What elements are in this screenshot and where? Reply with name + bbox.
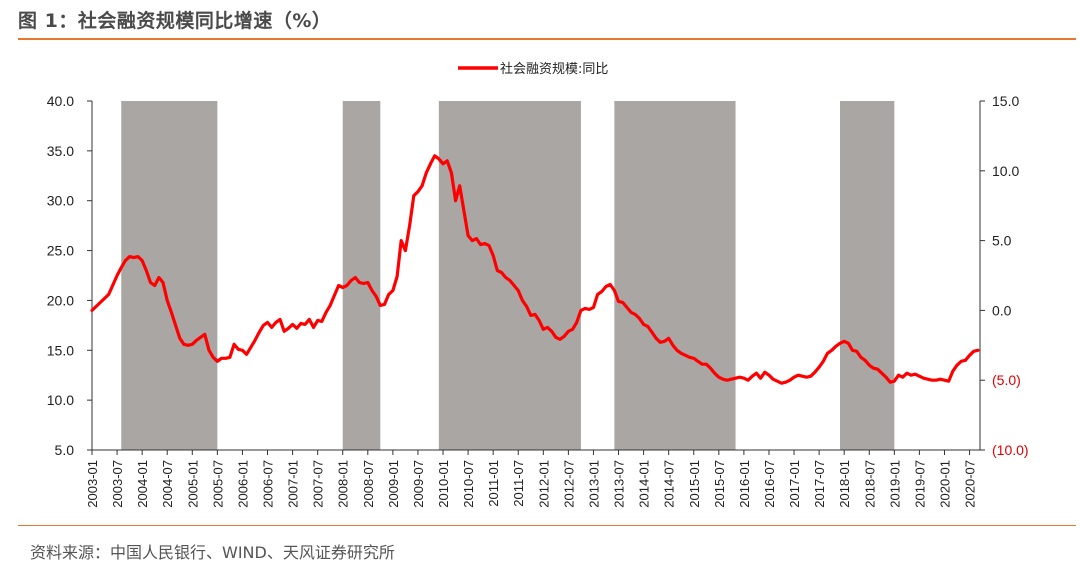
x-tick-label: 2013-07 xyxy=(612,460,627,508)
x-axis-ticks: 2003-01 2003-07 2004-01 2004-07 2005-01 2005-… xyxy=(85,450,978,508)
left-tick-label: 10.0 xyxy=(47,392,74,408)
x-tick-label: 2007-01 xyxy=(286,460,301,508)
axes xyxy=(91,101,981,451)
shaded-period-4 xyxy=(614,101,736,450)
x-tick-label: 2016-07 xyxy=(762,460,777,508)
x-tick-label: 2012-07 xyxy=(561,460,576,508)
x-tick-label: 2012-01 xyxy=(536,460,551,508)
x-tick-label: 2014-01 xyxy=(637,460,652,508)
x-tick-label: 2020-01 xyxy=(937,460,952,508)
shaded-period-1 xyxy=(121,101,218,450)
x-tick-label: 2016-01 xyxy=(737,460,752,508)
shaded-period-3 xyxy=(438,101,581,450)
left-tick-label: 20.0 xyxy=(47,292,74,308)
x-tick-label: 2003-07 xyxy=(110,460,125,508)
left-tick-label: 40.0 xyxy=(47,93,74,109)
left-tick-label: 15.0 xyxy=(47,342,74,358)
x-tick-label: 2008-07 xyxy=(361,460,376,508)
series-line xyxy=(90,154,980,385)
shaded-period-5 xyxy=(840,101,895,450)
x-tick-label: 2011-01 xyxy=(486,460,501,507)
legend-label: 社会融资规模:同比 xyxy=(500,61,608,77)
x-tick-label: 2015-07 xyxy=(712,460,727,508)
title-divider xyxy=(18,38,1076,40)
x-tick-label: 2020-07 xyxy=(963,460,978,508)
x-tick-label: 2008-01 xyxy=(336,460,351,508)
x-tick-label: 2019-07 xyxy=(912,460,927,508)
left-tick-label: 30.0 xyxy=(47,193,74,209)
left-tick-label: 5.0 xyxy=(55,442,75,458)
x-tick-label: 2011-07 xyxy=(511,460,526,507)
x-tick-label: 2010-01 xyxy=(436,460,451,508)
x-tick-label: 2006-07 xyxy=(261,460,276,508)
x-tick-label: 2017-07 xyxy=(812,460,827,508)
x-tick-label: 2017-01 xyxy=(787,460,802,508)
right-tick-label: 15.0 xyxy=(992,93,1019,109)
x-tick-label: 2009-01 xyxy=(386,460,401,508)
page-title: 图 1：社会融资规模同比增速（%） xyxy=(18,10,332,32)
x-tick-label: 2018-07 xyxy=(862,460,877,508)
footer-divider xyxy=(18,525,1076,526)
right-tick-label: 0.0 xyxy=(992,302,1012,318)
right-tick-label: 10.0 xyxy=(992,163,1019,179)
x-tick-label: 2005-01 xyxy=(185,460,200,508)
right-tick-label: (5.0) xyxy=(992,372,1021,388)
x-tick-label: 2007-07 xyxy=(311,460,326,508)
right-tick-label: (10.0) xyxy=(992,442,1029,458)
x-tick-label: 2014-07 xyxy=(662,460,677,508)
x-tick-label: 2004-07 xyxy=(160,460,175,508)
x-tick-label: 2003-01 xyxy=(85,460,100,508)
right-tick-label: 5.0 xyxy=(992,233,1012,249)
x-tick-label: 2009-07 xyxy=(411,460,426,508)
shaded-period-2 xyxy=(342,101,381,450)
x-tick-label: 2019-01 xyxy=(887,460,902,508)
legend: 社会融资规模:同比 xyxy=(458,61,608,77)
x-tick-label: 2018-01 xyxy=(837,460,852,508)
left-axis-ticks: 40.0 35.0 30.0 25.0 20.0 15.0 10.0 5.0 xyxy=(47,93,92,458)
x-tick-label: 2004-01 xyxy=(135,460,150,508)
left-tick-label: 35.0 xyxy=(47,143,74,159)
x-tick-label: 2015-01 xyxy=(687,460,702,508)
right-axis-ticks: 15.0 10.0 5.0 0.0 (5.0) (10.0) xyxy=(980,93,1029,458)
chart: 40.0 35.0 30.0 25.0 20.0 15.0 10.0 5.0 15.0 10.0… xyxy=(47,61,1029,508)
source-note: 资料来源：中国人民银行、WIND、天风证券研究所 xyxy=(30,543,395,562)
x-tick-label: 2006-01 xyxy=(235,460,250,508)
shaded-periods xyxy=(121,101,895,450)
left-tick-label: 25.0 xyxy=(47,243,74,259)
x-tick-label: 2013-01 xyxy=(586,460,601,508)
x-tick-label: 2010-07 xyxy=(461,460,476,508)
x-tick-label: 2005-07 xyxy=(210,460,225,508)
